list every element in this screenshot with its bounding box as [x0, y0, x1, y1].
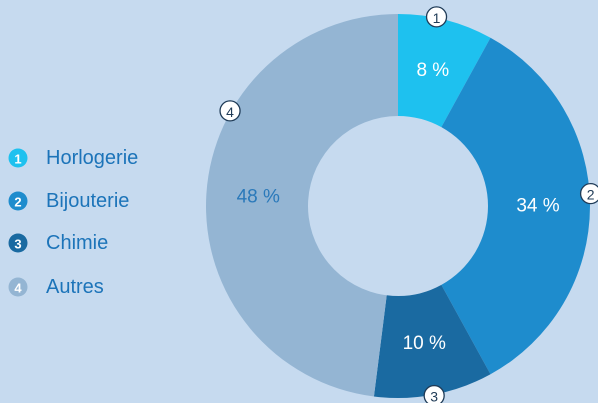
legend-marker-number: 2: [14, 195, 21, 210]
legend-label: Chimie: [46, 232, 108, 254]
legend-label: Bijouterie: [46, 190, 129, 212]
value-label: 34 %: [516, 196, 559, 217]
legend-marker: [8, 191, 28, 211]
slice-badge: [425, 6, 448, 28]
value-label: 48 %: [237, 187, 280, 208]
slice-badge-number: 2: [587, 187, 595, 203]
donut-slice: [205, 14, 398, 397]
slice-badge-number: 3: [430, 389, 438, 403]
value-label: 8 %: [416, 60, 449, 81]
donut-slice: [398, 14, 491, 128]
legend-label: Autres: [46, 276, 104, 298]
slice-badge: [423, 384, 445, 403]
slice-badge: [219, 100, 241, 122]
legend-marker: [8, 233, 28, 253]
donut-slice: [441, 37, 590, 375]
donut-slice: [373, 284, 491, 398]
legend-label: Horlogerie: [46, 147, 138, 169]
legend-marker-number: 3: [14, 237, 21, 252]
legend-marker-number: 1: [14, 152, 21, 167]
legend-marker: [8, 148, 28, 168]
slice-badge-number: 1: [433, 10, 441, 26]
legend-marker: [8, 277, 28, 297]
value-label: 10 %: [403, 333, 446, 354]
slice-badge-number: 4: [226, 104, 234, 120]
slice-badge: [579, 182, 598, 205]
legend-marker-number: 4: [14, 281, 22, 296]
